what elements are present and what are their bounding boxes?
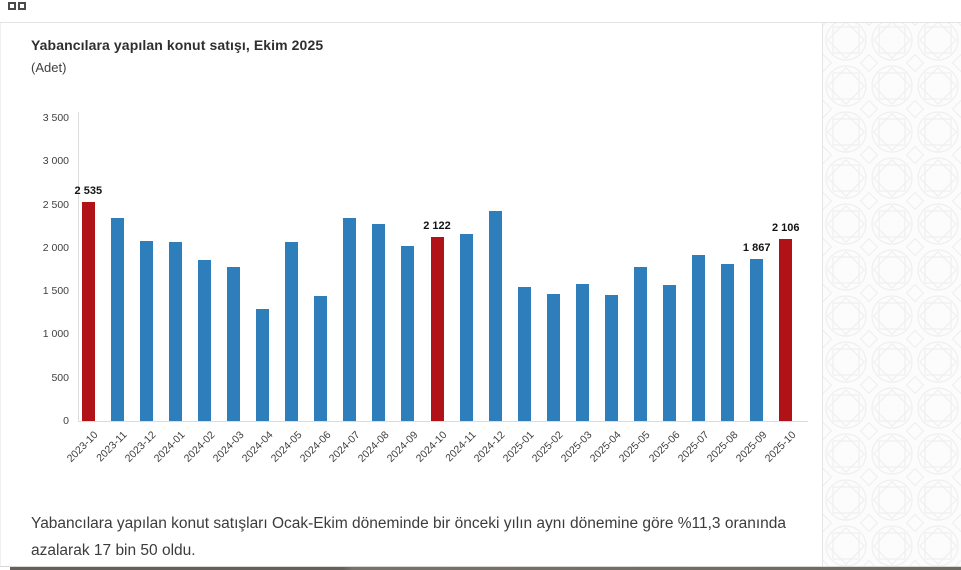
bar-2023-11[interactable] [110, 217, 124, 421]
y-tick-label: 500 [51, 371, 69, 384]
y-tick-label: 3 000 [42, 155, 69, 168]
grid-icon[interactable] [8, 2, 26, 10]
bar-2025-02[interactable] [546, 294, 560, 421]
pattern-panel [822, 23, 961, 570]
chart-title: Yabancılara yapılan konut satışı, Ekim 2… [31, 37, 324, 53]
y-tick-label: 2 500 [42, 198, 69, 211]
bar-2025-01[interactable] [517, 286, 531, 421]
bar-2025-06[interactable] [663, 285, 676, 421]
y-tick-label: 0 [63, 415, 69, 427]
bar-2025-08[interactable] [721, 263, 735, 421]
bottom-divider-bar [10, 567, 961, 570]
bar-2025-03[interactable] [575, 283, 589, 421]
bar-2024-12[interactable] [488, 211, 502, 421]
bar-2023-12[interactable] [139, 241, 153, 421]
bar-value-label: 1 867 [742, 242, 771, 255]
bar-2025-07[interactable] [692, 255, 706, 421]
y-tick-label: 1 500 [42, 285, 69, 298]
bar-2024-09[interactable] [401, 245, 415, 421]
y-tick-label: 1 000 [42, 328, 69, 341]
bar-2024-03[interactable] [227, 266, 241, 421]
bar-chart: 0 500 1 000 1 500 2 000 2 500 3 000 3 500 2 535 2… [1, 23, 823, 493]
chart-card: Yabancılara yapılan konut satışı, Ekim 2… [0, 23, 823, 566]
bar-2023-10[interactable] [81, 201, 95, 421]
bar-2024-07[interactable] [343, 217, 357, 421]
bar-2024-04[interactable] [256, 309, 270, 421]
bar-2024-08[interactable] [372, 224, 386, 421]
card-bottom-border [0, 566, 961, 567]
bar-2025-10[interactable] [779, 238, 793, 421]
bar-2025-05[interactable] [633, 267, 647, 421]
y-tick-label: 3 500 [42, 112, 69, 124]
geometric-pattern [823, 23, 961, 570]
bar-2024-11[interactable] [459, 234, 473, 421]
bar-value-label: 2 122 [423, 220, 451, 233]
bar-2024-02[interactable] [198, 259, 212, 421]
y-axis-line [78, 112, 79, 422]
bar-2024-06[interactable] [314, 295, 328, 421]
bar-2024-05[interactable] [285, 241, 299, 421]
y-tick-label: 2 000 [42, 241, 69, 254]
bar-value-label: 2 106 [771, 221, 800, 234]
x-axis-line [78, 421, 808, 422]
chart-footnote: Yabancılara yapılan konut satışları Ocak… [31, 515, 787, 559]
bar-2024-01[interactable] [168, 241, 182, 421]
grid-icon-square [8, 2, 16, 10]
bar-2025-09[interactable] [750, 259, 764, 421]
bar-value-label: 2 535 [74, 184, 103, 197]
bar-2025-04[interactable] [604, 295, 618, 421]
top-strip [0, 0, 961, 23]
chart-unit-label: (Adet) [31, 60, 67, 75]
bar-2024-10[interactable] [430, 237, 444, 421]
grid-icon-square [18, 2, 26, 10]
